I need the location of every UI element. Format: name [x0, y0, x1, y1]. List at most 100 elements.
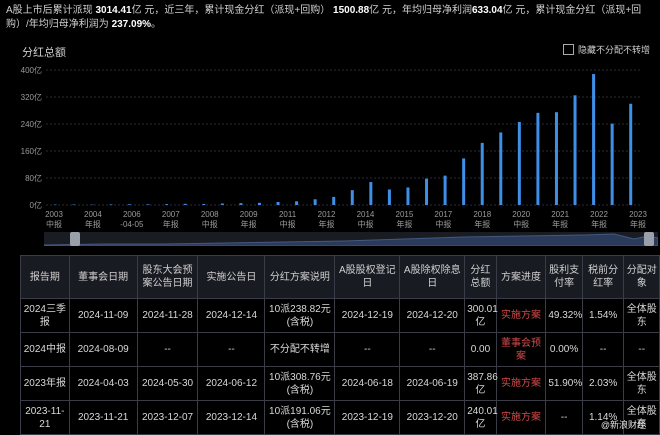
header-cell[interactable]: 股利支付率 — [545, 255, 583, 299]
table-row[interactable]: 2024中报 2024-08-09 -- -- 不分配不转增 -- -- 0.0… — [20, 332, 660, 367]
table-cell: 10派191.06元(含税) — [264, 400, 336, 435]
range-slider[interactable] — [44, 232, 658, 246]
x-tick-sublabel: 年报 — [396, 219, 412, 229]
dividend-bar — [220, 203, 224, 205]
x-tick-label: 2007 — [162, 210, 180, 219]
table-row[interactable]: 2024三季报 2024-11-09 2024-11-28 2024-12-14… — [20, 298, 660, 333]
dividend-bar — [239, 203, 243, 205]
table-cell: 2.03% — [581, 366, 625, 401]
header-cell[interactable]: A股除权除息日 — [399, 255, 466, 299]
dividend-bar — [592, 74, 596, 205]
table-cell: 全体股东 — [623, 298, 660, 333]
table-cell: 1.14% — [581, 400, 625, 435]
dividend-bar — [480, 142, 484, 205]
avg-profit-value: 633.04 — [471, 5, 503, 16]
watermark: @新浪财经 — [600, 420, 646, 430]
x-tick-label: 2008 — [201, 210, 219, 219]
table-header-row: 报告期 董事会日期 股东大会预案公告日期 实施公告日 分红方案说明 A股股权登记… — [20, 255, 660, 299]
table-cell: -- — [197, 332, 266, 367]
table-cell: 49.32% — [545, 298, 583, 333]
dividend-bar — [128, 204, 132, 205]
dividend-bar — [573, 95, 577, 205]
ratio-value: 237.09% — [111, 19, 152, 30]
dividend-bar — [202, 203, 206, 205]
dividend-bar — [387, 189, 391, 205]
x-tick-sublabel: 中报 — [46, 219, 62, 229]
x-tick-sublabel: 中报 — [202, 219, 218, 229]
x-tick-sublabel: 年报 — [474, 219, 490, 229]
x-tick-label: 2003 — [45, 210, 63, 219]
table-row[interactable]: 2023-11-21 2023-11-21 2023-12-07 2023-12… — [20, 400, 660, 435]
table-cell: 2023-12-19 — [334, 400, 401, 435]
three-year-dividend-value: 1500.88 — [333, 5, 370, 16]
table-cell: 全体股东 — [623, 366, 660, 401]
table-cell: -- — [334, 332, 401, 367]
table-cell: -- — [136, 332, 199, 367]
table-cell: 2024-12-19 — [334, 298, 401, 333]
x-tick-sublabel: 年报 — [552, 219, 568, 229]
dividend-bar — [332, 196, 336, 205]
table-cell: 实施方案 — [495, 366, 547, 401]
table-cell: 2024-06-12 — [197, 366, 266, 401]
table-cell: 2023-11-21 — [20, 400, 70, 435]
dividend-bar — [499, 132, 503, 205]
header-cell[interactable]: 报告期 — [20, 255, 70, 299]
table-row[interactable]: 2023年报 2024-04-03 2024-05-30 2024-06-12 … — [20, 366, 660, 401]
x-tick-sublabel: 中报 — [357, 219, 373, 229]
y-tick-label: 320亿 — [21, 92, 42, 102]
x-tick-label: 2022 — [590, 210, 608, 219]
table-cell: 全体股东 — [623, 400, 660, 435]
dividend-bar — [517, 121, 521, 205]
dividend-bar — [72, 204, 76, 205]
header-cell[interactable]: A股股权登记日 — [334, 255, 401, 299]
dividend-bar — [629, 103, 633, 205]
table-cell: 300.01亿 — [464, 298, 498, 333]
header-cell[interactable]: 实施公告日 — [197, 255, 266, 299]
checkbox-icon[interactable] — [563, 44, 574, 55]
x-tick-label: 2023 — [629, 210, 647, 219]
x-tick-sublabel: 年报 — [319, 219, 335, 229]
header-cell[interactable]: 分红方案说明 — [264, 255, 336, 299]
total-dividend-value: 3014.41 — [95, 5, 132, 16]
header-cell[interactable]: 董事会日期 — [68, 255, 138, 299]
dividend-bar — [350, 190, 354, 205]
table-cell: 不分配不转增 — [264, 332, 336, 367]
header-cell[interactable]: 股东大会预案公告日期 — [136, 255, 199, 299]
table-cell: 2023-11-21 — [68, 400, 138, 435]
slider-overview — [44, 233, 658, 246]
table-cell: -- — [399, 332, 466, 367]
table-cell: 2024三季报 — [20, 298, 70, 333]
x-tick-label: 2017 — [434, 210, 452, 219]
x-tick-sublabel: 中报 — [513, 219, 529, 229]
table-cell: 51.90% — [545, 366, 583, 401]
dividend-bar — [183, 203, 187, 205]
x-tick-sublabel: 年报 — [630, 219, 646, 229]
table-cell: 2024-08-09 — [68, 332, 138, 367]
summary-part-5: 。 — [151, 19, 162, 30]
x-tick-sublabel: 年报 — [85, 219, 101, 229]
table-cell: 0.00 — [464, 332, 497, 367]
x-axis-ticks: 2003中报2004年报2006-04-052007年报2008中报2009年报… — [45, 210, 647, 229]
header-cell[interactable]: 分配对象 — [623, 255, 660, 299]
header-cell[interactable]: 方案进度 — [495, 255, 547, 299]
dividend-bar — [536, 112, 540, 205]
dividend-bar — [462, 158, 466, 205]
legend-label: 隐藏不分配不转增 — [578, 45, 651, 55]
header-cell[interactable]: 税前分红率 — [581, 255, 625, 299]
dividend-bar — [554, 112, 558, 205]
table-cell: 2024-06-19 — [399, 366, 466, 401]
slider-right-handle[interactable] — [644, 232, 654, 246]
header-cell[interactable]: 分红总额 — [464, 255, 497, 299]
chart-grid — [46, 69, 640, 206]
y-tick-label: 400亿 — [21, 65, 42, 75]
slider-left-handle[interactable] — [70, 232, 80, 246]
summary-part-2: 亿 元，近三年，累计现金分红（派现+回购） — [131, 5, 331, 16]
x-tick-label: 2014 — [357, 210, 375, 219]
table-cell: 0.00% — [545, 332, 583, 367]
dividend-bar — [406, 187, 410, 205]
hide-no-distribution-toggle[interactable]: 隐藏不分配不转增 — [563, 43, 650, 56]
table-cell: 2023年报 — [20, 366, 70, 401]
table-cell: 2023-12-14 — [197, 400, 266, 435]
x-tick-sublabel: 年报 — [163, 219, 179, 229]
